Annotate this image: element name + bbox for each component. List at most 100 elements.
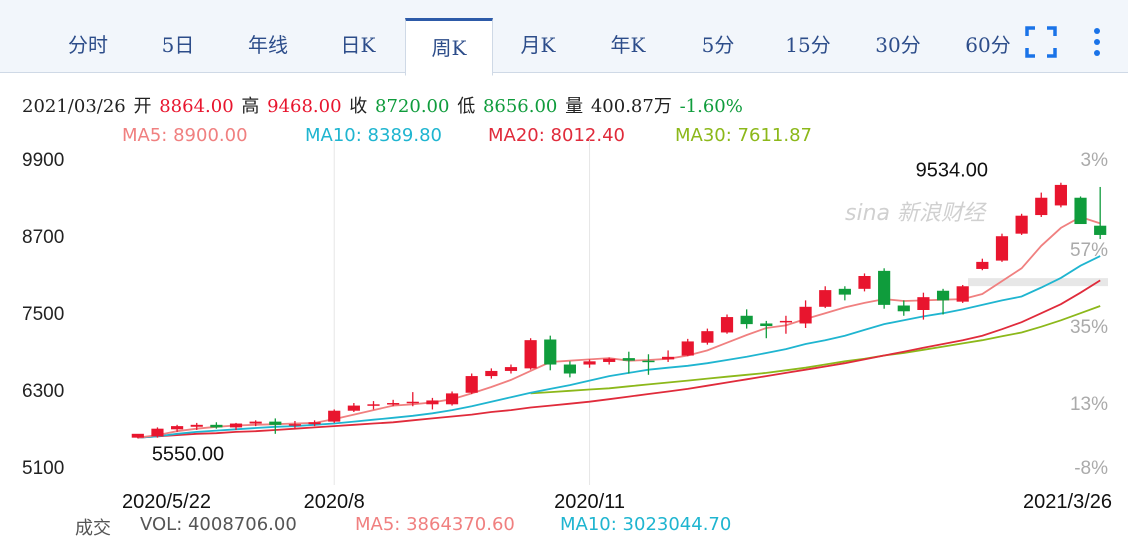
- candle-body: [328, 410, 341, 422]
- y-tick-label: 9900: [22, 150, 64, 171]
- candle-body: [445, 393, 459, 405]
- candle-body: [583, 361, 596, 365]
- ma20-legend: MA20: 8012.40: [488, 125, 625, 146]
- quote-info-line: 2021/03/26 开 8864.00 高 9468.00 收 8720.00…: [22, 92, 745, 118]
- close-label: 收: [349, 96, 368, 117]
- volume-label: 量: [565, 96, 584, 117]
- candle-body: [485, 370, 498, 377]
- candle-body: [544, 339, 557, 365]
- volume-label: 成交: [75, 518, 111, 539]
- tab-1[interactable]: 5日: [161, 33, 195, 57]
- tab-4[interactable]: 周K: [405, 18, 493, 76]
- candle-body: [504, 367, 518, 371]
- candle-body: [681, 341, 694, 356]
- volume-value: 400.87万: [590, 96, 672, 117]
- candle-body: [249, 421, 262, 424]
- candle-body: [976, 261, 989, 269]
- candle-body: [1074, 197, 1087, 225]
- candle-body: [642, 360, 655, 363]
- tab-6[interactable]: 年K: [610, 33, 646, 57]
- ma10-legend: MA10: 8389.80: [305, 125, 442, 146]
- period-tab-bar: 分时 5日 年线 日K 周K 月K 年K 5分 15分 30分 60分: [0, 0, 1128, 76]
- candle-body: [1035, 197, 1048, 216]
- open-value: 8864.00: [159, 96, 234, 117]
- change-percent: -1.60%: [679, 96, 743, 117]
- candle-body: [210, 424, 223, 428]
- tab-8[interactable]: 15分: [785, 33, 831, 57]
- tab-9[interactable]: 30分: [875, 33, 921, 57]
- candle-body: [308, 422, 321, 425]
- ma5-line: [137, 216, 1101, 439]
- tab-10[interactable]: 60分: [965, 33, 1011, 57]
- candle-body: [406, 401, 419, 404]
- x-tick-label: 2020/11: [554, 491, 625, 512]
- candle-body: [760, 323, 773, 327]
- candle-body: [701, 331, 714, 343]
- vertical-dots-icon[interactable]: [1088, 26, 1106, 58]
- ma30-line: [530, 305, 1101, 395]
- x-tick-label: 2020/8: [304, 491, 365, 512]
- high-label: 高: [241, 96, 260, 117]
- tab-7[interactable]: 5分: [701, 33, 735, 57]
- candle-body: [131, 433, 144, 438]
- candle-body: [897, 305, 910, 312]
- quote-date: 2021/03/26: [22, 96, 126, 117]
- candle-body: [858, 276, 871, 289]
- min-annotation: 5550.00: [152, 443, 224, 465]
- candle-body: [190, 424, 203, 427]
- candle-body: [838, 288, 851, 295]
- candle-body: [465, 376, 478, 393]
- candle-body: [878, 270, 891, 305]
- candle-body: [347, 405, 360, 411]
- candle-body: [563, 364, 576, 374]
- candle-body: [229, 423, 243, 428]
- candle-body: [269, 421, 282, 425]
- candle-body: [622, 358, 635, 361]
- candle-body: [720, 317, 734, 333]
- volume-ma10: MA10: 3023044.70: [560, 514, 732, 535]
- candle-body: [171, 426, 184, 430]
- tab-5[interactable]: 月K: [520, 33, 556, 57]
- candle-body: [799, 306, 812, 324]
- y-tick-label: 7500: [22, 304, 64, 325]
- volume-value: VOL: 4008706.00: [140, 514, 297, 535]
- candle-body: [917, 297, 930, 310]
- high-value: 9468.00: [267, 96, 342, 117]
- ma20-line: [137, 279, 1101, 439]
- candle-body: [1054, 184, 1067, 206]
- y-tick-label: 8700: [22, 227, 64, 248]
- candle-body: [367, 404, 380, 406]
- open-label: 开: [133, 96, 152, 117]
- tab-0[interactable]: 分时: [68, 33, 108, 57]
- candle-body: [740, 315, 753, 325]
- candlestick-chart: 9900 8700 7500 6300 5100 3% 57% 35% 13% -8% sina 新…: [22, 140, 1112, 512]
- candle-body: [387, 403, 400, 405]
- pct-tick-label: 13%: [1070, 394, 1108, 415]
- tab-2[interactable]: 年线: [248, 33, 288, 57]
- low-value: 8656.00: [482, 96, 558, 117]
- tab-3[interactable]: 日K: [340, 33, 376, 57]
- y-tick-label: 6300: [22, 381, 64, 402]
- sina-watermark: sina 新浪财经: [845, 201, 987, 226]
- max-annotation: 9534.00: [916, 160, 988, 182]
- price-band: [968, 278, 1108, 287]
- pct-tick-label: 35%: [1070, 317, 1108, 338]
- candle-body: [426, 400, 439, 405]
- x-tick-label: 2021/3/26: [1023, 491, 1112, 512]
- candle-body: [995, 236, 1009, 261]
- candle-body: [819, 290, 832, 307]
- pct-tick-label: 3%: [1081, 150, 1109, 171]
- volume-ma5: MA5: 3864370.60: [355, 514, 515, 535]
- candle-body: [524, 340, 537, 369]
- x-tick-label: 2020/5/22: [122, 491, 211, 512]
- pct-tick-label: 57%: [1070, 240, 1108, 261]
- candle-body: [151, 428, 164, 437]
- close-value: 8720.00: [375, 96, 450, 117]
- ma10-line: [137, 255, 1101, 439]
- candle-body: [288, 424, 302, 426]
- ma30-legend: MA30: 7611.87: [675, 125, 812, 146]
- y-tick-label: 5100: [22, 458, 64, 479]
- candle-body: [662, 356, 675, 360]
- fullscreen-icon[interactable]: [1025, 26, 1057, 58]
- candle-body: [1094, 225, 1107, 235]
